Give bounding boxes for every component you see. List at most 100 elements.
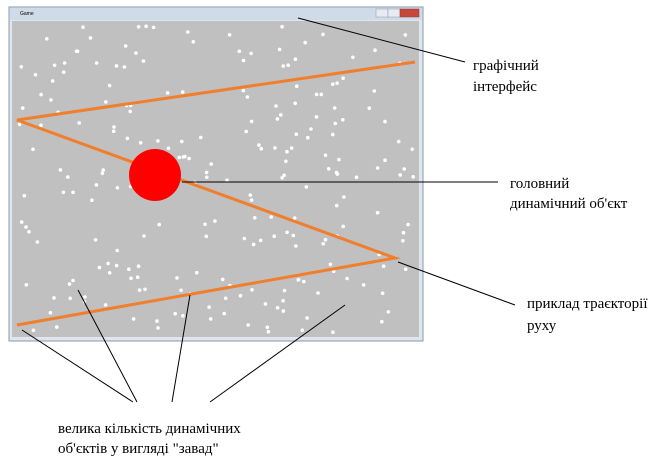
obstacle-dot — [260, 147, 264, 151]
obstacle-dot — [137, 264, 141, 268]
obstacle-dot — [199, 136, 203, 140]
obstacle-dot — [195, 271, 199, 275]
obstacle-dot — [316, 291, 320, 295]
obstacle-dot — [39, 93, 43, 97]
obstacle-dot — [128, 110, 132, 114]
obstacle-dot — [337, 158, 341, 162]
obstacle-dot — [253, 216, 257, 220]
obstacle-dot — [142, 234, 146, 238]
obstacle-dot — [181, 314, 185, 318]
obstacle-dot — [205, 176, 209, 180]
diagram: Game графічний інтерфейс головний динамі… — [0, 0, 667, 459]
obstacle-dot — [213, 219, 217, 223]
obstacle-dot — [286, 63, 290, 67]
obstacle-dot — [252, 243, 256, 247]
obstacle-dot — [95, 183, 99, 187]
obstacle-dot — [259, 239, 263, 243]
obstacle-dot — [144, 25, 148, 29]
obstacle-dot — [71, 191, 75, 195]
obstacle-dot — [331, 330, 335, 334]
minimize-button[interactable] — [376, 9, 388, 17]
obstacle-dot — [209, 317, 213, 321]
obstacle-dot — [59, 168, 63, 172]
obstacle-dot — [63, 61, 67, 65]
obstacle-dot — [324, 154, 328, 158]
obstacle-dot — [108, 84, 112, 88]
obstacle-dot — [225, 178, 229, 182]
obstacle-dot — [101, 172, 105, 176]
obstacle-dot — [95, 61, 99, 65]
obstacle-dot — [290, 146, 294, 150]
obstacle-dot — [187, 157, 191, 161]
obstacle-dot — [387, 310, 391, 314]
obstacle-dot — [315, 93, 319, 97]
obstacle-dot — [297, 278, 301, 282]
obstacle-dot — [250, 198, 254, 202]
obstacle-dot — [324, 238, 328, 242]
obstacle-dot — [373, 48, 377, 52]
obstacle-dot — [279, 113, 283, 117]
obstacle-dot — [406, 223, 410, 227]
obstacle-dot — [329, 263, 333, 267]
obstacle-dot — [285, 231, 289, 235]
obstacle-dot — [320, 93, 324, 97]
obstacle-dot — [106, 262, 110, 266]
obstacle-dot — [281, 64, 285, 68]
obstacle-dot — [292, 234, 296, 238]
obstacle-dot — [71, 279, 75, 283]
obstacle-dot — [62, 191, 66, 195]
obstacle-dot — [280, 176, 284, 180]
obstacle-dot — [249, 52, 253, 56]
obstacle-dot — [209, 162, 213, 166]
obstacle-dot — [101, 168, 105, 172]
obstacle-dot — [404, 33, 408, 37]
obstacle-dot — [264, 302, 268, 306]
obstacle-dot — [246, 323, 250, 327]
title-bar — [10, 8, 422, 20]
obstacle-dot — [239, 294, 243, 298]
obstacle-dot — [305, 316, 309, 320]
obstacle-dot — [21, 106, 25, 110]
obstacle-dot — [112, 125, 116, 129]
obstacle-dot — [282, 309, 286, 313]
obstacle-dot — [108, 271, 112, 275]
obstacle-dot — [266, 326, 270, 330]
close-button[interactable] — [400, 9, 419, 17]
maximize-button[interactable] — [388, 9, 400, 17]
obstacle-dot — [238, 50, 242, 54]
obstacle-dot — [115, 249, 119, 253]
obstacle-dot — [383, 158, 387, 162]
obstacle-dot — [294, 244, 298, 248]
obstacle-dot — [94, 238, 98, 242]
main-object — [129, 149, 181, 201]
obstacle-dot — [156, 139, 160, 143]
obstacle-dot — [355, 176, 359, 180]
obstacle-dot — [75, 49, 79, 53]
obstacle-dot — [285, 150, 289, 154]
obstacle-dot — [246, 95, 250, 99]
obstacle-dot — [341, 118, 345, 122]
obstacle-dot — [126, 137, 130, 141]
window-title: Game — [20, 11, 34, 17]
obstacle-dot — [52, 296, 56, 300]
obstacle-dot — [335, 81, 339, 85]
obstacle-dot — [331, 82, 335, 86]
obstacle-dot — [20, 65, 24, 69]
obstacle-dot — [142, 59, 146, 63]
obstacle-dot — [257, 143, 261, 147]
obstacle-dot — [404, 267, 408, 271]
obstacle-dot — [127, 267, 131, 271]
obstacle-dot — [278, 48, 282, 52]
obstacle-dot — [368, 106, 372, 110]
obstacle-dot — [382, 264, 386, 268]
obstacle-dot — [53, 64, 57, 68]
obstacle-dot — [68, 282, 72, 286]
obstacle-dot — [123, 65, 127, 69]
obstacle-dot — [383, 120, 387, 124]
obstacle-dot — [293, 102, 297, 106]
obstacle-dot — [177, 156, 181, 160]
obstacle-dot — [302, 280, 306, 284]
obstacle-dot — [51, 79, 55, 83]
obstacle-dot — [276, 306, 280, 310]
obstacle-dot — [36, 240, 40, 244]
